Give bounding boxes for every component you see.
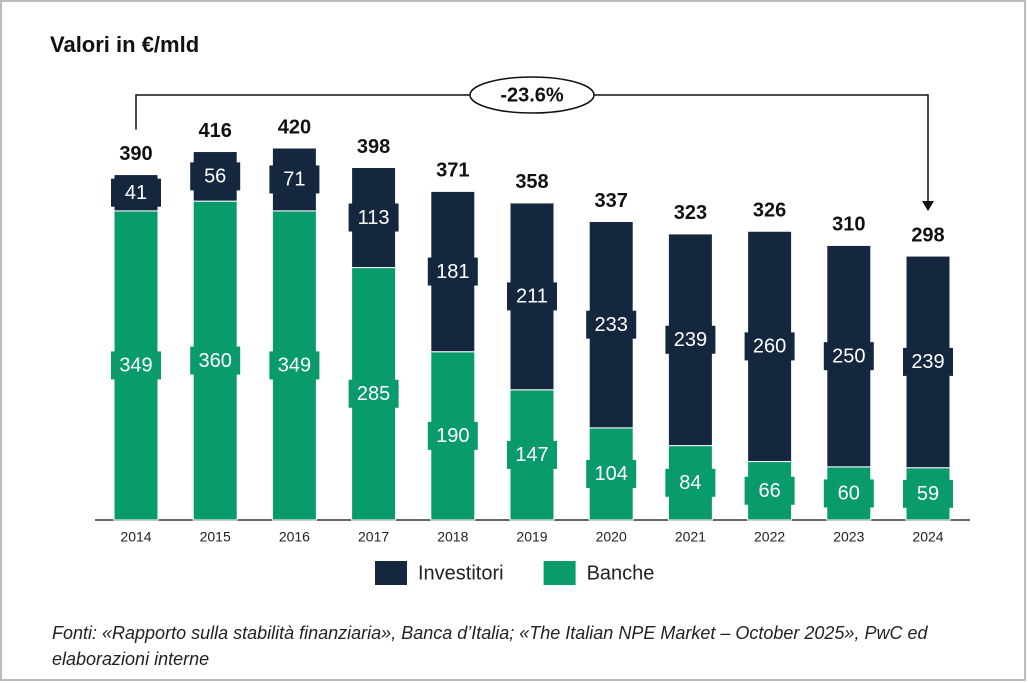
value-label: 41 [125,182,147,204]
value-label: 190 [436,425,469,447]
value-label: 285 [357,383,390,405]
legend-swatch [543,561,576,585]
x-tick-label: 2016 [279,529,310,545]
legend-label: Investitori [418,562,504,584]
value-label-bg [744,332,795,361]
value-label: 250 [832,345,865,367]
value-label-bg [269,351,320,380]
total-label: 337 [595,190,628,212]
value-label: 239 [911,351,944,373]
total-label: 398 [357,136,390,158]
x-tick-label: 2014 [120,529,151,545]
value-label-bg [269,165,320,194]
x-tick-label: 2024 [912,529,943,545]
source-note: Fonti: «Rapporto sulla stabilità finanzi… [52,623,928,669]
total-label: 358 [515,171,548,193]
value-label: 56 [204,166,226,188]
total-label: 371 [436,160,469,182]
value-label-bg [348,203,399,232]
value-label: 181 [436,261,469,283]
legend-swatch [375,561,407,585]
value-label: 84 [679,472,701,494]
x-tick-label: 2022 [754,529,785,545]
value-label: 349 [278,355,311,377]
total-label: 326 [753,200,786,222]
value-label: 233 [595,314,628,336]
value-label-bg [744,476,795,505]
x-tick-label: 2021 [675,529,706,545]
value-label-bg [190,162,241,191]
total-label: 420 [278,116,311,138]
value-label: 71 [283,169,305,191]
value-label: 260 [753,336,786,358]
total-label: 298 [911,224,944,246]
value-label-bg [586,310,637,339]
value-label: 147 [515,444,548,466]
value-label-bg [427,257,478,286]
x-tick-label: 2020 [596,529,627,545]
value-label-bg [111,178,161,207]
x-tick-label: 2023 [833,529,864,545]
value-label: 349 [119,355,152,377]
x-tick-label: 2019 [516,529,547,545]
value-label-bg [507,282,557,311]
value-label: 66 [758,480,780,502]
value-label-bg [823,342,874,371]
annotation: -23.6% [500,84,564,106]
value-label-bg [111,351,161,380]
arrow-head [922,201,934,212]
chart-title: Valori in €/mld [50,32,199,57]
value-label-bg [665,325,716,354]
value-label-bg [348,379,399,408]
annotation-oval [469,76,595,114]
value-label: 104 [595,463,628,485]
value-label-bg [427,421,478,450]
legend-label: Banche [587,562,655,584]
x-tick-label: 2018 [437,529,468,545]
value-label-bg [190,346,241,375]
x-tick-label: 2017 [358,529,389,545]
value-label-bg [665,468,716,497]
value-label: 211 [516,286,548,308]
value-label-bg [823,479,874,508]
value-label: 59 [917,483,939,505]
total-label: 323 [674,202,707,224]
value-label: 360 [199,350,232,372]
x-tick-label: 2015 [200,529,231,545]
total-label: 390 [119,143,152,165]
value-label-bg [586,459,637,488]
value-label-bg [903,347,953,376]
value-label: 239 [674,329,707,351]
value-label-bg [903,479,953,508]
value-label-bg [507,440,557,469]
total-label: 310 [832,214,865,236]
total-label: 416 [199,120,232,142]
value-label: 60 [838,483,860,505]
value-label: 113 [358,207,390,229]
